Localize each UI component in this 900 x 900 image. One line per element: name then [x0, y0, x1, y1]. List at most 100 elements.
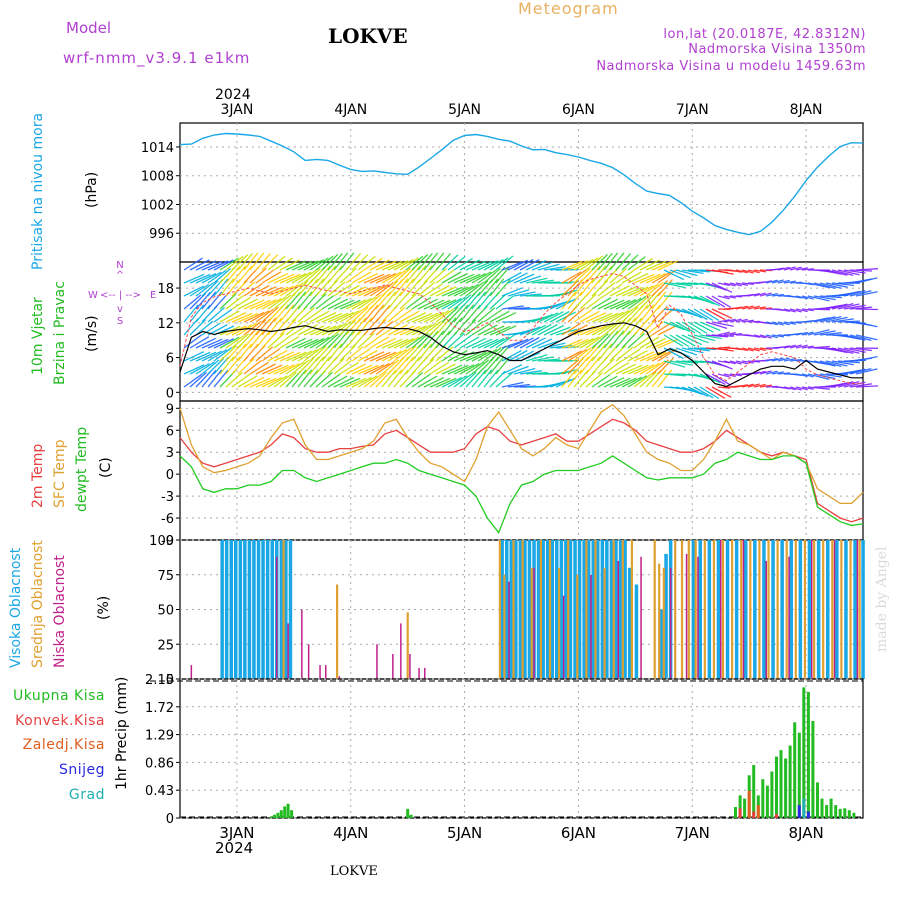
wind-arrow [663, 334, 684, 347]
wind-arrow [417, 312, 439, 323]
wind-arrow [849, 383, 872, 388]
bottom-day-label: 3JAN [219, 824, 254, 842]
wind-arrow [855, 355, 878, 362]
wind-arrow [429, 330, 445, 349]
y-tick-label: 18 [157, 282, 174, 297]
wind-arrow [471, 271, 492, 284]
wind-arrow [465, 272, 487, 284]
wind-arrow [729, 269, 742, 273]
wind-arrow [573, 258, 594, 271]
mid-cloud-bar [653, 540, 656, 679]
wind-arrow [789, 386, 802, 391]
wind-arrow [531, 323, 552, 336]
wind-arrow [783, 280, 797, 284]
high-cloud-bar [698, 540, 702, 679]
wind-arrow [225, 334, 245, 349]
wind-arrow [561, 271, 582, 284]
wind-arrow [765, 292, 778, 297]
wind-arrow [207, 307, 225, 323]
wind-arrow [417, 265, 433, 284]
wind-arrow [651, 271, 672, 284]
wind-arrow [831, 269, 854, 277]
wind-arrow [477, 260, 499, 271]
wind-arrow [759, 370, 772, 375]
high-cloud-bar [744, 540, 748, 679]
y-tick-label: 100 [149, 534, 174, 549]
mid-cloud-bar [630, 540, 633, 679]
wind-arrow [837, 360, 860, 364]
wind-arrow [357, 317, 373, 336]
wind-arrow [483, 356, 499, 375]
high-cloud-bar [605, 540, 609, 679]
wind-arrow [297, 369, 313, 388]
wind-arrow [531, 338, 553, 349]
wind-arrow [795, 308, 808, 313]
wind-arrow [513, 273, 535, 284]
y-tick-label: 1.29 [145, 729, 174, 744]
wind-arrow [663, 269, 685, 281]
top-day-label: 6JAN [562, 102, 595, 118]
wind-arrow [735, 384, 748, 388]
wind-arrow [411, 343, 427, 362]
wind-arrow [297, 291, 313, 310]
wind-arrow [819, 282, 842, 289]
wind-arrow [333, 359, 352, 375]
low-cloud-bar [811, 540, 813, 679]
wind-arrow [267, 364, 289, 375]
y-tick-label: 0 [166, 386, 174, 401]
wind-arrow [351, 254, 369, 271]
wind-arrow [753, 292, 766, 297]
wind-arrow [321, 265, 337, 284]
wind-arrow [753, 383, 766, 388]
wind-arrow [237, 343, 253, 362]
wind-arrow [321, 312, 343, 323]
wind-arrow [807, 373, 830, 381]
wind-arrow [429, 319, 447, 336]
wind-arrow [285, 260, 307, 271]
wind-arrow [681, 334, 703, 346]
wind-arrow [465, 361, 485, 375]
wind-arrow [855, 277, 878, 284]
wind-arrow [831, 360, 854, 366]
wind-arrow [195, 273, 217, 284]
wind-arrow [693, 334, 716, 342]
wind-arrow [465, 351, 487, 362]
y-tick-label: 3 [166, 446, 174, 461]
high-cloud-bar [545, 540, 550, 679]
wind-compass: N ^ W <-- | --> E v S [88, 260, 156, 327]
wind-arrow [843, 289, 866, 297]
wind-arrow [201, 260, 223, 271]
wind-arrow [795, 267, 808, 271]
wind-arrow [513, 350, 534, 362]
high-cloud-bar [623, 540, 627, 679]
wind-arrow [195, 320, 214, 336]
wind-arrow [303, 347, 322, 362]
wind-arrow [297, 324, 318, 336]
wind-arrow [711, 282, 733, 293]
wind-arrow [789, 308, 802, 313]
wind-arrow [303, 259, 324, 271]
wind-arrow [747, 360, 761, 363]
wind-arrow [573, 337, 595, 349]
high-cloud-bar [725, 540, 730, 679]
wind-arrow [807, 295, 830, 302]
wind-arrow [717, 373, 730, 378]
wind-arrow [441, 271, 462, 284]
wind-arrow [297, 260, 319, 271]
wind-arrow [855, 368, 878, 375]
wind-arrow [321, 373, 341, 388]
wind-arrow [495, 278, 511, 297]
wind-arrow [453, 334, 473, 349]
cloud-side-label-mid: Srednja Oblacnost [30, 540, 46, 668]
wind-arrow [747, 334, 760, 338]
wind-arrow [375, 272, 397, 284]
low-cloud-bar [669, 567, 672, 679]
wind-arrow [585, 334, 605, 349]
wind-arrow [747, 292, 760, 297]
temp-side-label-orange: SFC Temp [52, 439, 68, 508]
wind-arrow [663, 321, 685, 331]
wind-arrow [627, 332, 645, 349]
wind-arrow [519, 370, 542, 375]
wind-arrow [363, 351, 385, 362]
wind-arrow [231, 343, 247, 362]
